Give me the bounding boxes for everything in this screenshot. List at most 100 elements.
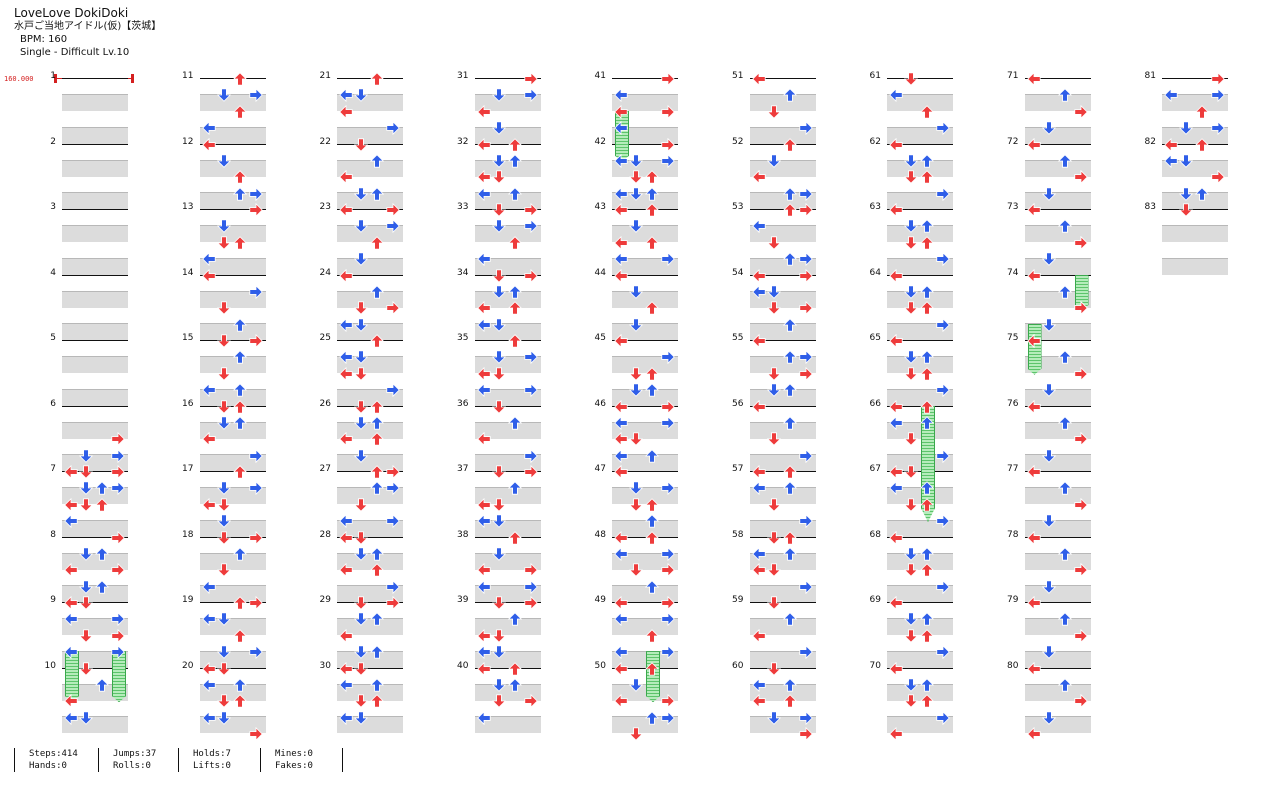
down-arrow-icon xyxy=(903,562,919,578)
left-arrow-icon xyxy=(64,513,78,529)
beat-band xyxy=(337,552,403,570)
right-arrow-icon xyxy=(248,480,263,496)
down-arrow-icon xyxy=(1178,186,1194,201)
down-arrow-icon xyxy=(903,218,919,234)
down-arrow-icon xyxy=(1178,120,1194,135)
down-arrow-icon xyxy=(491,366,506,381)
measure-4: 4 xyxy=(50,268,128,341)
beat-band xyxy=(62,323,128,341)
left-arrow-icon xyxy=(339,710,353,725)
beat-band xyxy=(1024,421,1091,439)
measure-number: 73 xyxy=(1007,202,1019,212)
beat-band xyxy=(337,585,403,603)
down-arrow-icon xyxy=(216,480,231,496)
measure-line xyxy=(612,536,678,538)
down-arrow-icon xyxy=(1041,644,1056,659)
beat-band xyxy=(474,454,541,472)
left-arrow-icon xyxy=(1164,137,1178,152)
right-arrow-icon xyxy=(798,349,813,365)
left-arrow-icon xyxy=(476,251,491,267)
down-arrow-icon xyxy=(628,169,644,185)
measure-line xyxy=(337,78,403,79)
beat-band xyxy=(474,618,541,635)
beat-band xyxy=(612,192,678,210)
down-arrow-icon xyxy=(766,284,781,299)
up-arrow-icon xyxy=(232,186,247,201)
left-arrow-icon xyxy=(751,268,766,283)
right-arrow-icon xyxy=(523,87,538,103)
beat-band xyxy=(337,290,403,308)
left-arrow-icon xyxy=(889,415,903,431)
left-arrow-icon xyxy=(201,251,216,267)
beat-band xyxy=(749,683,816,701)
measure-line xyxy=(474,143,541,145)
down-arrow-icon xyxy=(353,349,369,365)
beat-band xyxy=(337,487,403,504)
beat-band xyxy=(1024,159,1091,177)
down-arrow-icon xyxy=(903,464,919,479)
beat-band xyxy=(474,716,541,734)
beat-band xyxy=(612,290,678,308)
right-arrow-icon xyxy=(798,513,813,529)
up-arrow-icon xyxy=(782,693,797,708)
down-arrow-icon xyxy=(766,595,781,610)
down-arrow-icon xyxy=(628,153,644,168)
down-arrow-icon xyxy=(491,497,506,512)
beat-band xyxy=(62,487,128,504)
measure-24: 24 xyxy=(320,268,403,341)
measure-number: 39 xyxy=(457,595,469,605)
measure-2: 2 xyxy=(50,137,128,210)
beat-band xyxy=(337,388,403,406)
left-arrow-icon xyxy=(201,661,216,676)
down-arrow-icon xyxy=(903,153,919,168)
left-arrow-icon xyxy=(339,530,353,545)
down-arrow-icon xyxy=(78,661,94,676)
measure-number: 51 xyxy=(732,71,744,81)
beat-band xyxy=(474,225,541,242)
left-arrow-icon xyxy=(64,497,78,512)
beat-band xyxy=(1024,650,1091,668)
down-arrow-icon xyxy=(903,169,919,185)
down-arrow-icon xyxy=(491,693,506,709)
measure-number: 57 xyxy=(732,464,744,474)
down-arrow-icon xyxy=(353,218,369,234)
left-arrow-icon xyxy=(614,595,628,611)
measure-line xyxy=(612,78,678,79)
measure-number: 19 xyxy=(182,595,194,605)
measure-14: 14 xyxy=(182,268,266,341)
measure-line xyxy=(749,602,816,603)
measure-82: 82 xyxy=(1145,137,1228,210)
left-arrow-icon xyxy=(1026,530,1041,545)
up-arrow-icon xyxy=(507,186,522,201)
beat-band xyxy=(337,421,403,439)
measure-69: 69 xyxy=(870,595,953,668)
right-arrow-icon xyxy=(248,448,263,463)
measure-line xyxy=(749,78,816,79)
right-arrow-icon xyxy=(1073,169,1088,185)
down-arrow-icon xyxy=(491,595,506,610)
left-arrow-icon xyxy=(751,546,766,562)
beat-band xyxy=(62,192,128,210)
left-arrow-icon xyxy=(339,87,353,103)
beat-band xyxy=(474,192,541,210)
left-arrow-icon xyxy=(201,431,216,447)
measure-number: 70 xyxy=(869,660,881,671)
down-arrow-icon xyxy=(78,480,94,496)
down-arrow-icon xyxy=(216,513,231,528)
down-arrow-icon xyxy=(78,710,94,725)
measure-number: 43 xyxy=(594,202,606,212)
measure-line xyxy=(749,536,816,538)
right-arrow-icon xyxy=(248,644,263,660)
left-arrow-icon xyxy=(476,579,491,594)
right-arrow-icon xyxy=(661,595,675,611)
left-arrow-icon xyxy=(339,677,353,693)
up-arrow-icon xyxy=(232,235,247,250)
beat-band xyxy=(749,552,816,570)
up-arrow-icon xyxy=(369,186,385,201)
measure-line xyxy=(337,340,403,341)
down-arrow-icon xyxy=(903,431,919,447)
measure-80: 80 xyxy=(1007,661,1091,734)
down-arrow-icon xyxy=(1041,382,1056,397)
right-arrow-icon xyxy=(248,530,263,545)
down-arrow-icon xyxy=(78,546,94,561)
